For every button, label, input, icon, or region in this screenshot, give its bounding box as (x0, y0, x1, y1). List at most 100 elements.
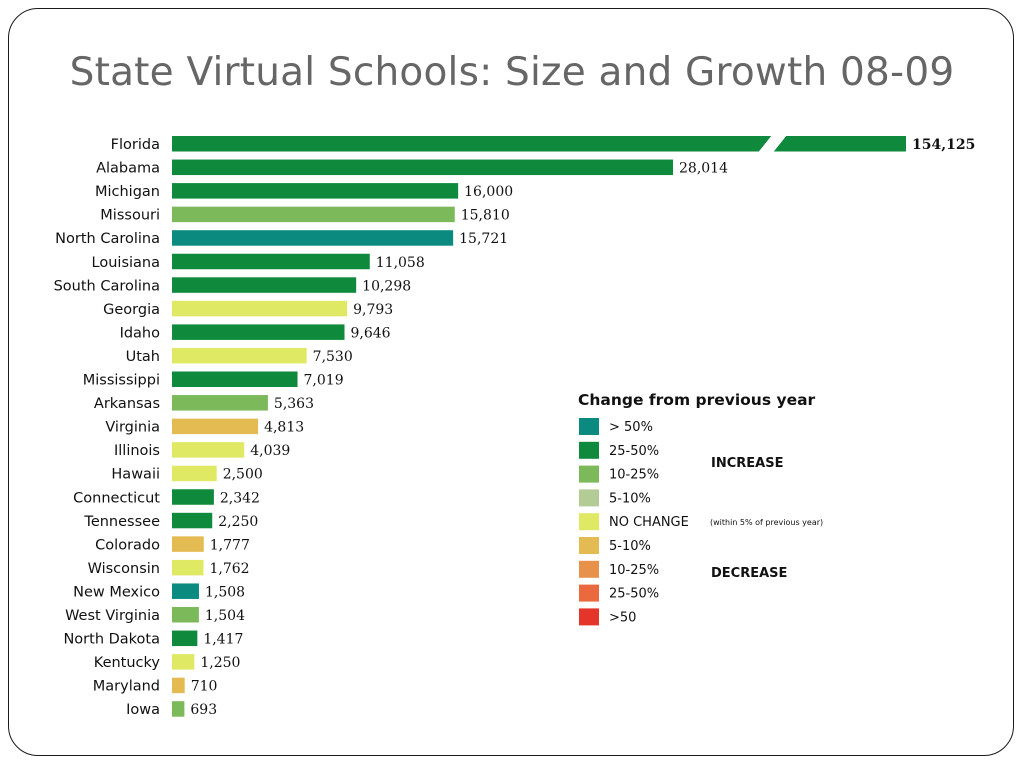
bar-colorado (172, 536, 204, 552)
legend-swatch-increase_5_10 (579, 489, 599, 507)
value-label-utah: 7,530 (313, 349, 353, 365)
bar-new-mexico (172, 583, 199, 599)
state-label-utah: Utah (126, 349, 160, 365)
bar-florida (172, 136, 906, 152)
bar-wisconsin (172, 559, 204, 576)
state-label-virginia: Virginia (105, 420, 160, 436)
legend-label-no_change: NO CHANGE (609, 515, 689, 530)
bar-tennessee (172, 512, 213, 529)
value-label-idaho: 9,646 (351, 325, 391, 341)
state-label-idaho: Idaho (120, 325, 161, 341)
value-label-florida: 154,125 (912, 137, 975, 153)
bar-iowa (172, 701, 185, 717)
legend-swatch-gt50_increase (579, 418, 599, 435)
state-label-iowa: Iowa (126, 702, 160, 718)
bar-idaho (172, 324, 345, 340)
value-label-louisiana: 11,058 (376, 255, 425, 271)
bar-michigan (172, 183, 459, 199)
legend: Change from previous year > 50% 25-50% 10-2… (578, 391, 823, 626)
legend-label-decrease_10_25: 10-25% (609, 563, 659, 578)
legend-swatch-increase_25_50 (579, 441, 599, 459)
value-label-wisconsin: 1,762 (210, 561, 250, 577)
value-label-south-carolina: 10,298 (362, 278, 411, 294)
legend-swatch-decrease_10_25 (579, 560, 599, 578)
legend-group-increase: INCREASE (711, 456, 783, 471)
bar-connecticut (172, 489, 214, 505)
state-label-arkansas: Arkansas (94, 396, 160, 412)
legend-label-increase_5_10: 5-10% (609, 491, 651, 506)
value-label-alabama: 28,014 (679, 161, 728, 177)
bar-north-carolina (172, 230, 454, 246)
value-label-kentucky: 1,250 (200, 655, 240, 671)
axis-break-mark (758, 135, 787, 153)
state-label-georgia: Georgia (103, 302, 160, 318)
value-label-mississippi: 7,019 (304, 373, 344, 389)
value-label-north-carolina: 15,721 (459, 231, 508, 247)
state-label-colorado: Colorado (95, 537, 160, 553)
value-label-new-mexico: 1,508 (205, 584, 245, 600)
legend-swatch-no_change (579, 513, 599, 531)
bar-georgia (172, 300, 348, 317)
state-label-tennessee: Tennessee (83, 514, 160, 530)
legend-label-increase_10_25: 10-25% (609, 468, 659, 483)
state-label-south-carolina: South Carolina (54, 278, 160, 294)
legend-swatch-decrease_5_10 (579, 537, 599, 554)
bar-hawaii (172, 465, 217, 482)
bar-arkansas (172, 395, 268, 411)
value-label-michigan: 16,000 (464, 184, 513, 200)
legend-label-decrease_gt50: >50 (609, 610, 636, 625)
state-label-west-virginia: West Virginia (65, 608, 160, 624)
value-label-virginia: 4,813 (264, 420, 304, 436)
bar-louisiana (172, 253, 370, 270)
bar-illinois (172, 442, 245, 458)
value-label-georgia: 9,793 (353, 302, 393, 318)
value-label-west-virginia: 1,504 (205, 608, 245, 624)
state-label-connecticut: Connecticut (73, 490, 160, 506)
value-label-connecticut: 2,342 (220, 490, 260, 506)
legend-label-decrease_5_10: 5-10% (609, 539, 651, 554)
state-label-missouri: Missouri (100, 208, 160, 224)
state-label-wisconsin: Wisconsin (88, 561, 160, 577)
slide-title: State Virtual Schools: Size and Growth 0… (69, 50, 955, 95)
state-label-alabama: Alabama (96, 161, 160, 177)
legend-title: Change from previous year (578, 391, 816, 409)
bar-virginia (172, 418, 259, 435)
legend-label-gt50_increase: > 50% (609, 420, 653, 435)
value-label-north-dakota: 1,417 (203, 632, 243, 648)
bar-mississippi (172, 371, 298, 387)
state-label-north-dakota: North Dakota (63, 632, 160, 648)
state-label-mississippi: Mississippi (83, 373, 160, 389)
value-label-arkansas: 5,363 (274, 396, 314, 412)
state-label-north-carolina: North Carolina (55, 231, 160, 247)
value-label-iowa: 693 (190, 702, 217, 718)
legend-swatch-increase_10_25 (579, 465, 599, 483)
bar-south-carolina (172, 277, 357, 293)
legend-note-no_change: (within 5% of previous year) (710, 518, 823, 527)
value-label-tennessee: 2,250 (218, 514, 258, 530)
value-label-illinois: 4,039 (250, 443, 290, 459)
bar-missouri (172, 206, 455, 223)
state-label-michigan: Michigan (95, 184, 160, 200)
legend-group-decrease: DECREASE (711, 566, 787, 581)
state-label-new-mexico: New Mexico (73, 584, 160, 600)
legend-swatch-decrease_25_50 (579, 584, 599, 602)
bar-north-dakota (172, 630, 198, 647)
state-label-florida: Florida (111, 137, 160, 153)
state-label-maryland: Maryland (93, 679, 160, 695)
bar-maryland (172, 677, 185, 694)
legend-swatch-decrease_gt50 (579, 608, 599, 626)
state-label-louisiana: Louisiana (92, 255, 160, 271)
state-label-illinois: Illinois (114, 443, 160, 459)
legend-label-increase_25_50: 25-50% (609, 444, 659, 459)
state-label-kentucky: Kentucky (94, 655, 161, 671)
bar-utah (172, 347, 307, 364)
state-label-hawaii: Hawaii (111, 467, 160, 483)
value-label-missouri: 15,810 (461, 208, 510, 224)
bar-alabama (172, 159, 673, 176)
value-label-maryland: 710 (191, 679, 218, 695)
bars-layer: Florida 154,125 Alabama 28,014 Michigan 16,00… (54, 135, 975, 718)
bar-west-virginia (172, 607, 199, 623)
value-label-hawaii: 2,500 (223, 467, 263, 483)
legend-label-decrease_25_50: 25-50% (609, 587, 659, 602)
